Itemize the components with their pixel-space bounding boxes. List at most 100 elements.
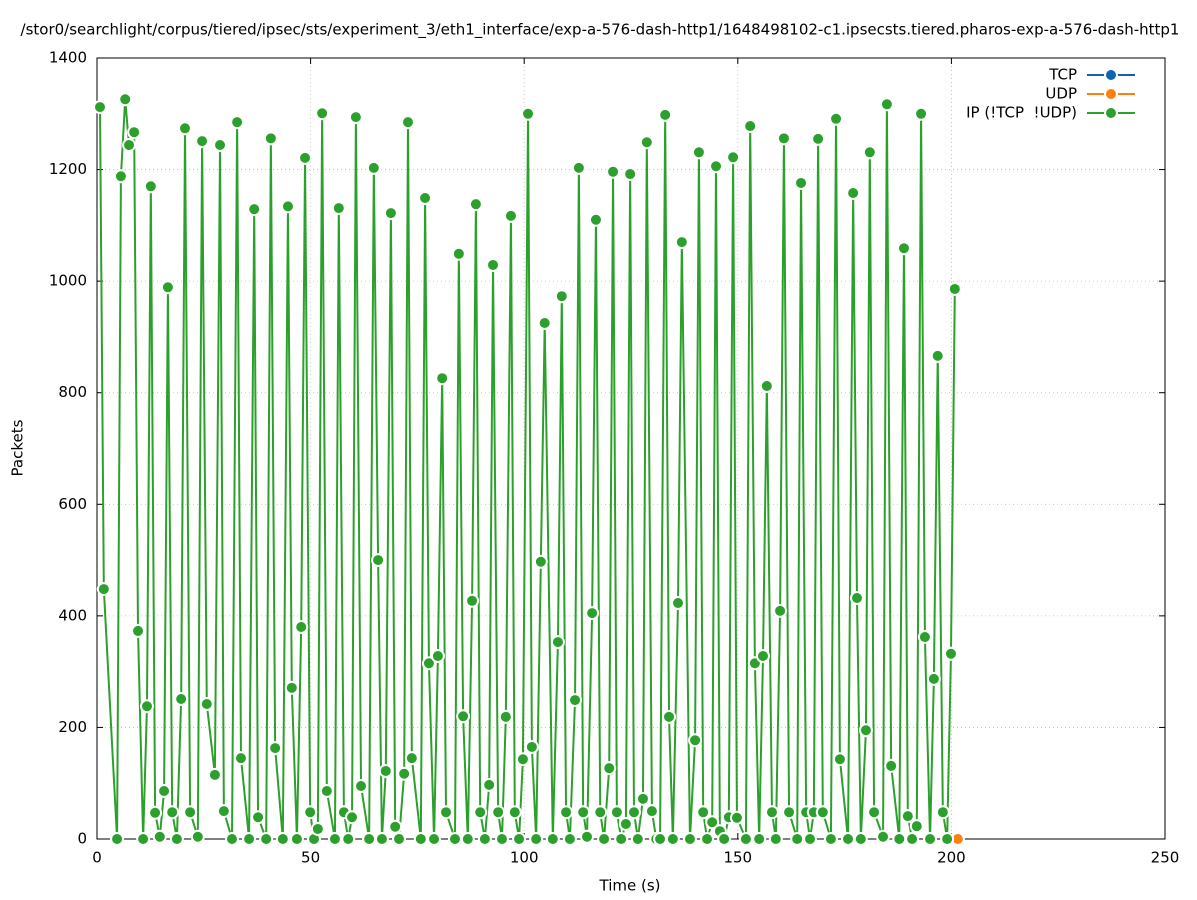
chart-title: /stor0/searchlight/corpus/tiered/ipsec/s… (21, 21, 1180, 40)
data-point (696, 805, 711, 820)
data-point (914, 106, 929, 121)
data-point (790, 832, 805, 846)
data-point (815, 805, 830, 820)
data-point (618, 816, 633, 831)
data-point (623, 167, 638, 182)
data-point (110, 832, 125, 846)
data-point (247, 202, 262, 217)
data-point (465, 593, 480, 608)
data-point (294, 620, 309, 635)
data-point (609, 805, 624, 820)
data-point (401, 115, 416, 130)
data-point (644, 804, 659, 819)
data-point (529, 832, 544, 846)
data-point (900, 809, 915, 824)
data-point (940, 832, 955, 846)
x-tick-label: 150 (723, 849, 752, 867)
data-point (639, 135, 654, 150)
data-point (849, 591, 864, 606)
data-point (630, 832, 645, 846)
data-point (199, 696, 214, 711)
data-point (614, 832, 629, 846)
data-point (568, 693, 583, 708)
data-point (588, 212, 603, 227)
y-axis-label: Packets (9, 419, 27, 476)
data-point (345, 810, 360, 825)
data-point (862, 145, 877, 160)
data-point (233, 751, 248, 766)
data-point (427, 832, 442, 846)
data-point (136, 832, 151, 846)
data-point (635, 791, 650, 806)
data-point (327, 832, 342, 846)
y-tick-label: 600 (58, 495, 87, 513)
data-point (371, 553, 386, 568)
data-point (521, 106, 536, 121)
data-point (491, 805, 506, 820)
y-tick-label: 1200 (49, 160, 87, 178)
data-point (303, 805, 318, 820)
y-tick-label: 1000 (49, 272, 87, 290)
data-point (169, 832, 184, 846)
data-point (768, 832, 783, 846)
data-point (143, 179, 158, 194)
data-point (670, 596, 685, 611)
data-point (397, 766, 412, 781)
data-point (756, 649, 771, 664)
x-tick-label: 50 (301, 849, 320, 867)
data-point (846, 186, 861, 201)
x-tick-label: 100 (510, 849, 539, 867)
data-point (315, 106, 330, 121)
data-point (430, 649, 445, 664)
data-point (917, 630, 932, 645)
data-point (383, 206, 398, 221)
data-point (841, 832, 856, 846)
data-point (280, 199, 295, 214)
data-point (926, 671, 941, 686)
data-point (242, 832, 257, 846)
legend-label: IP (!TCP !UDP) (966, 104, 1077, 122)
data-point (447, 832, 462, 846)
data-point (512, 832, 527, 846)
data-point (662, 709, 677, 724)
data-point (404, 751, 419, 766)
y-tick-label: 1400 (49, 49, 87, 67)
series-line (98, 99, 956, 843)
data-point (776, 131, 791, 146)
data-point (148, 805, 163, 820)
data-point (319, 784, 334, 799)
data-point (160, 280, 175, 295)
legend-label: UDP (1045, 85, 1077, 103)
y-tick-label: 200 (58, 718, 87, 736)
data-point (354, 779, 369, 794)
data-point (127, 125, 142, 140)
data-point (876, 829, 891, 844)
data-point (435, 371, 450, 386)
data-point (682, 832, 697, 846)
data-point (947, 281, 962, 296)
data-point (794, 175, 809, 190)
data-point (738, 832, 753, 846)
data-point (853, 832, 868, 846)
data-point (259, 832, 274, 846)
data-point (576, 805, 591, 820)
data-point (157, 784, 172, 799)
data-point (503, 208, 518, 223)
data-point (943, 646, 958, 661)
data-point (418, 191, 433, 206)
data-point (298, 150, 313, 165)
data-point (190, 829, 205, 844)
data-point (773, 603, 788, 618)
data-point (515, 752, 530, 767)
data-point (230, 115, 245, 130)
y-tick-label: 0 (77, 830, 87, 848)
data-point (832, 752, 847, 767)
data-point (879, 97, 894, 112)
data-point (366, 160, 381, 175)
data-point (388, 819, 403, 834)
data-point (331, 201, 346, 216)
data-point (374, 832, 389, 846)
data-point (268, 741, 283, 756)
